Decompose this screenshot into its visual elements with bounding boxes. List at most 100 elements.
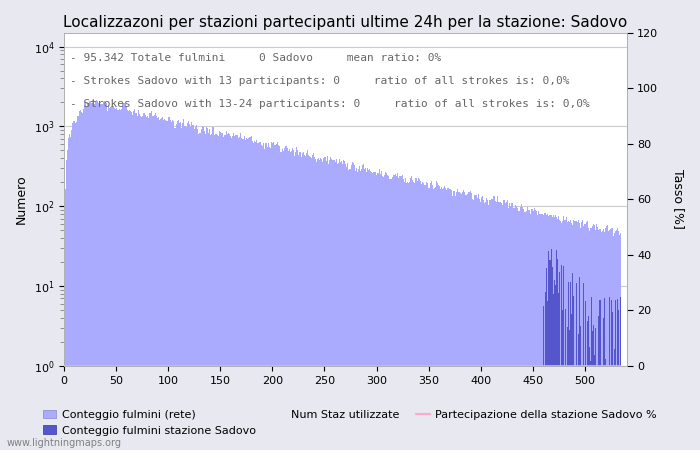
Text: www.lightningmaps.org: www.lightningmaps.org	[7, 438, 122, 448]
Bar	[559, 272, 560, 450]
Bar	[575, 283, 577, 450]
Bar	[620, 233, 622, 450]
Bar	[406, 183, 407, 450]
Bar	[580, 326, 581, 450]
Bar	[462, 192, 463, 450]
Bar	[573, 296, 575, 450]
Bar	[538, 212, 539, 450]
Bar	[479, 199, 480, 450]
Bar	[351, 162, 353, 450]
Bar	[256, 140, 257, 450]
Bar	[562, 221, 563, 450]
Bar	[343, 160, 344, 450]
Bar	[597, 226, 598, 450]
Bar	[174, 128, 176, 450]
Bar	[340, 162, 341, 450]
Bar	[236, 135, 237, 450]
Bar	[258, 143, 259, 450]
Bar	[531, 209, 532, 450]
Bar	[548, 216, 550, 450]
Bar	[411, 176, 412, 450]
Bar	[505, 202, 507, 450]
Bar	[415, 178, 416, 450]
Bar	[72, 123, 74, 450]
Bar	[567, 327, 568, 450]
Bar	[210, 135, 211, 450]
Bar	[206, 128, 208, 450]
Bar	[582, 220, 583, 450]
Bar	[113, 106, 114, 450]
Bar	[186, 127, 187, 450]
Bar	[578, 220, 579, 450]
Bar	[316, 162, 317, 450]
Bar	[500, 203, 502, 450]
Bar	[408, 183, 409, 450]
Bar	[414, 183, 415, 450]
Bar	[581, 222, 582, 450]
Bar	[337, 164, 338, 450]
Bar	[458, 192, 459, 450]
Bar	[94, 104, 95, 450]
Bar	[204, 134, 206, 450]
Bar	[209, 129, 210, 450]
Bar	[438, 185, 439, 450]
Bar	[286, 146, 287, 450]
Bar	[585, 301, 586, 450]
Bar	[394, 175, 395, 450]
Bar	[515, 205, 516, 450]
Bar	[372, 173, 374, 450]
Bar	[522, 207, 524, 450]
Legend: Conteggio fulmini (rete), Conteggio fulmini stazione Sadovo, Num Staz utilizzate: Conteggio fulmini (rete), Conteggio fulm…	[38, 405, 661, 440]
Bar	[579, 223, 580, 450]
Bar	[304, 156, 306, 450]
Bar	[323, 158, 325, 450]
Bar	[511, 202, 512, 450]
Bar	[314, 157, 315, 450]
Bar	[327, 156, 328, 450]
Bar	[485, 202, 486, 450]
Bar	[221, 133, 223, 450]
Bar	[430, 181, 432, 450]
Bar	[160, 119, 161, 450]
Bar	[89, 101, 90, 450]
Bar	[560, 221, 561, 450]
Bar	[586, 222, 587, 450]
Bar	[614, 234, 615, 450]
Bar	[167, 121, 168, 450]
Bar	[366, 172, 368, 450]
Bar	[387, 175, 388, 450]
Bar	[612, 228, 613, 450]
Bar	[466, 195, 467, 450]
Bar	[146, 117, 148, 450]
Bar	[609, 230, 610, 450]
Bar	[536, 211, 537, 450]
Bar	[374, 172, 375, 450]
Bar	[253, 141, 255, 450]
Bar	[195, 126, 197, 450]
Bar	[386, 173, 387, 450]
Bar	[345, 164, 346, 450]
Bar	[138, 110, 139, 450]
Bar	[585, 224, 586, 450]
Bar	[259, 143, 260, 450]
Bar	[267, 147, 268, 450]
Bar	[545, 292, 547, 450]
Bar	[508, 208, 509, 450]
Bar	[594, 356, 595, 450]
Bar	[347, 163, 349, 450]
Bar	[441, 187, 442, 450]
Bar	[377, 173, 379, 450]
Bar	[564, 220, 565, 450]
Bar	[518, 211, 519, 450]
Bar	[390, 179, 391, 450]
Bar	[491, 198, 492, 450]
Bar	[388, 176, 389, 450]
Bar	[583, 225, 584, 450]
Bar	[554, 215, 556, 450]
Bar	[362, 165, 363, 450]
Bar	[566, 217, 567, 450]
Bar	[363, 164, 364, 450]
Bar	[241, 138, 242, 450]
Bar	[169, 117, 170, 450]
Bar	[67, 150, 69, 450]
